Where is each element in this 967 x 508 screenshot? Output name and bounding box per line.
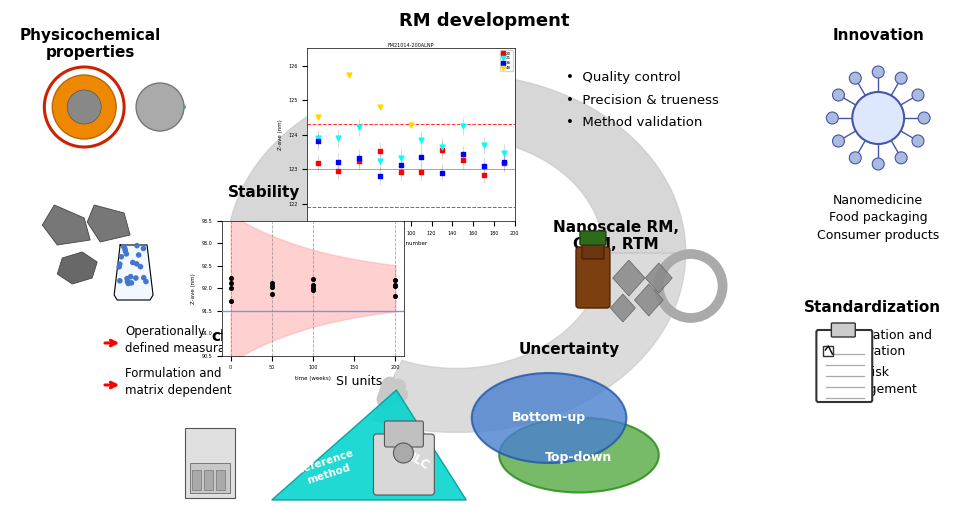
Circle shape — [128, 274, 133, 279]
Circle shape — [133, 275, 138, 281]
Circle shape — [827, 112, 838, 124]
Circle shape — [130, 260, 135, 265]
FancyBboxPatch shape — [190, 463, 230, 493]
Circle shape — [872, 66, 884, 78]
Polygon shape — [57, 252, 98, 284]
FancyBboxPatch shape — [185, 428, 235, 498]
Text: Nanomedicine: Nanomedicine — [834, 194, 923, 206]
Circle shape — [912, 89, 923, 101]
Text: Formulation and
matrix dependent: Formulation and matrix dependent — [125, 367, 232, 397]
Circle shape — [912, 135, 923, 147]
Polygon shape — [227, 74, 686, 281]
Text: Operationally
defined measurands: Operationally defined measurands — [125, 325, 247, 355]
Circle shape — [52, 75, 116, 139]
Text: •  EHS risk: • EHS risk — [822, 365, 890, 378]
Circle shape — [895, 72, 907, 84]
Circle shape — [136, 252, 141, 258]
Text: registration: registration — [835, 345, 907, 359]
Circle shape — [123, 248, 128, 253]
Circle shape — [126, 281, 132, 287]
Text: Food packaging: Food packaging — [829, 211, 927, 225]
FancyBboxPatch shape — [191, 470, 201, 490]
Circle shape — [141, 275, 147, 280]
Polygon shape — [114, 245, 153, 300]
Circle shape — [833, 135, 844, 147]
Polygon shape — [610, 294, 635, 322]
Ellipse shape — [499, 418, 659, 492]
FancyBboxPatch shape — [216, 470, 225, 490]
Polygon shape — [87, 205, 131, 242]
Circle shape — [134, 243, 140, 248]
Circle shape — [121, 244, 127, 249]
Text: Stability: Stability — [227, 185, 300, 200]
Text: •  Precision & trueness: • Precision & trueness — [566, 93, 718, 107]
Text: Reference
method: Reference method — [295, 448, 359, 488]
Circle shape — [125, 276, 130, 281]
Polygon shape — [272, 390, 466, 500]
Circle shape — [119, 254, 124, 260]
Circle shape — [125, 279, 131, 284]
Text: •  Method validation: • Method validation — [566, 115, 702, 129]
Circle shape — [133, 261, 139, 267]
Polygon shape — [634, 284, 663, 316]
Circle shape — [137, 264, 143, 269]
Ellipse shape — [472, 373, 627, 463]
Text: Physicochemical
properties: Physicochemical properties — [19, 28, 161, 60]
Circle shape — [143, 279, 149, 284]
FancyBboxPatch shape — [204, 470, 213, 490]
FancyBboxPatch shape — [582, 239, 604, 259]
Circle shape — [849, 152, 862, 164]
Circle shape — [140, 246, 146, 251]
Text: Uncertainty: Uncertainty — [518, 342, 620, 357]
Circle shape — [394, 443, 413, 463]
Text: RM development: RM development — [399, 12, 570, 30]
Circle shape — [129, 280, 134, 285]
Text: Nanoscale RM,
CRM, RTM: Nanoscale RM, CRM, RTM — [553, 220, 679, 252]
Circle shape — [68, 90, 102, 124]
Text: ILC: ILC — [407, 451, 431, 473]
Text: Traceable
characterization: Traceable characterization — [212, 312, 352, 344]
Circle shape — [116, 264, 122, 270]
Text: Top-down: Top-down — [545, 452, 613, 464]
Polygon shape — [613, 260, 645, 296]
Text: •  Quality control: • Quality control — [566, 72, 681, 84]
Circle shape — [117, 278, 123, 283]
Text: Innovation: Innovation — [833, 28, 924, 43]
Text: Standardization: Standardization — [804, 300, 941, 315]
Circle shape — [872, 158, 884, 170]
FancyBboxPatch shape — [576, 247, 610, 308]
FancyBboxPatch shape — [385, 421, 424, 447]
Text: •  Regulation and: • Regulation and — [822, 329, 932, 341]
Circle shape — [852, 92, 904, 144]
Circle shape — [833, 89, 844, 101]
Circle shape — [124, 251, 130, 257]
FancyBboxPatch shape — [832, 323, 855, 337]
Circle shape — [122, 246, 128, 251]
Text: Consumer products: Consumer products — [817, 230, 939, 242]
FancyBboxPatch shape — [823, 346, 834, 356]
Text: Bottom-up: Bottom-up — [512, 411, 586, 425]
Circle shape — [117, 261, 123, 267]
Circle shape — [849, 72, 862, 84]
Text: Homogeneity: Homogeneity — [344, 50, 458, 65]
FancyBboxPatch shape — [816, 330, 872, 402]
Circle shape — [895, 152, 907, 164]
Polygon shape — [372, 253, 686, 432]
FancyBboxPatch shape — [580, 231, 606, 245]
Circle shape — [136, 83, 184, 131]
Text: management: management — [835, 383, 919, 396]
Text: SI units: SI units — [337, 375, 383, 388]
Circle shape — [918, 112, 930, 124]
Polygon shape — [43, 205, 90, 245]
FancyBboxPatch shape — [373, 434, 434, 495]
Polygon shape — [645, 263, 672, 293]
